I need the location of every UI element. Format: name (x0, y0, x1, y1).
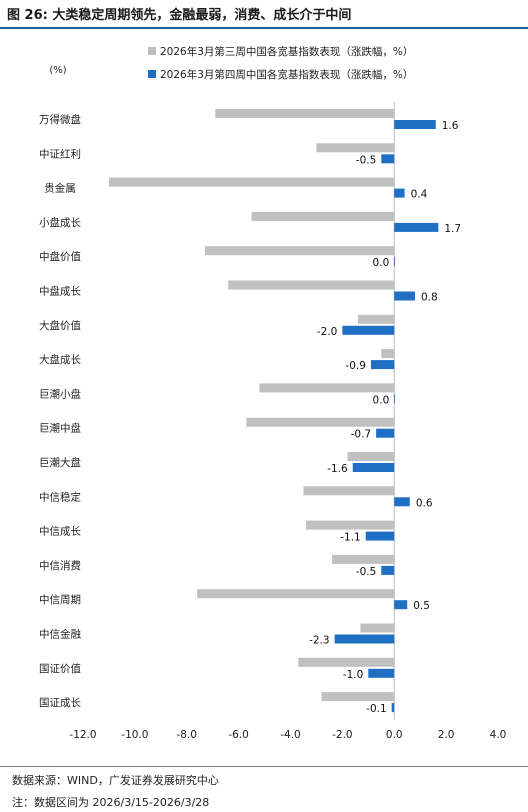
bar-prev-week (298, 657, 395, 667)
bar-curr-week (394, 188, 405, 198)
x-tick-label: 0.0 (386, 729, 403, 741)
title-rule (0, 27, 528, 29)
footer-rule (0, 766, 528, 767)
category-label: 贵金属 (44, 182, 76, 195)
category-label: 中盘成长 (39, 285, 81, 298)
bar-prev-week (357, 314, 395, 324)
x-tick-label: -4.0 (280, 729, 301, 741)
bar-prev-week (259, 383, 395, 393)
bar-curr-week (381, 565, 395, 575)
data-label: -0.7 (351, 429, 372, 441)
data-label: -1.1 (340, 532, 361, 544)
category-label: 大盘价值 (39, 319, 81, 332)
category-label: 大盘成长 (39, 353, 81, 366)
figure-title: 图 26: 大类稳定周期领先，金融最弱，消费、成长介于中间 (7, 8, 352, 23)
bar-curr-week (394, 291, 415, 301)
data-label: 0.0 (373, 257, 390, 269)
category-label: 中信消费 (39, 559, 81, 572)
category-label: 巨潮大盘 (39, 456, 81, 469)
bar-curr-week (368, 668, 395, 678)
bar-curr-week (376, 428, 395, 438)
legend-label-1: 2026年3月第三周中国各宽基指数表现（涨跌幅，%） (160, 45, 413, 58)
bar-prev-week (316, 143, 395, 153)
category-label: 万得微盘 (39, 113, 81, 126)
data-label: 0.4 (411, 189, 428, 201)
bar-prev-week (215, 109, 395, 118)
figure-header: 图 26: 大类稳定周期领先，金融最弱，消费、成长介于中间 (0, 0, 528, 30)
bar-prev-week (197, 589, 395, 599)
data-source: 数据来源：WIND，广发证券发展研究中心 (12, 774, 219, 787)
category-label: 小盘成长 (39, 216, 81, 229)
category-label: 巨潮小盘 (39, 387, 81, 400)
bar-prev-week (108, 177, 395, 187)
data-label: 0.8 (421, 292, 438, 304)
category-label: 国证成长 (39, 697, 81, 709)
bar-prev-week (332, 554, 395, 564)
data-label: -0.9 (345, 360, 366, 372)
bar-curr-week (394, 600, 408, 610)
bar-prev-week (306, 520, 395, 530)
bar-prev-week (246, 417, 395, 427)
legend-label-2: 2026年3月第四周中国各宽基指数表现（涨跌幅，%） (160, 68, 413, 81)
bar-curr-week (394, 394, 396, 404)
bar-curr-week (394, 222, 439, 232)
bar-curr-week (394, 257, 396, 267)
data-label: -1.6 (327, 463, 348, 475)
data-label: 0.0 (373, 394, 390, 406)
bar-prev-week (251, 211, 395, 221)
data-label: 1.6 (442, 120, 459, 132)
bar-curr-week (394, 120, 436, 129)
x-tick-label: -6.0 (228, 729, 249, 741)
bar-prev-week (347, 452, 395, 461)
bar-prev-week (204, 246, 395, 256)
data-label: 1.7 (444, 223, 461, 235)
data-label: -0.5 (356, 154, 377, 166)
x-tick-label: 4.0 (490, 729, 507, 741)
data-label: -1.0 (343, 669, 364, 681)
x-tick-label: 2.0 (438, 729, 455, 741)
data-label: -0.1 (366, 703, 387, 715)
category-label: 中信成长 (39, 525, 81, 538)
data-note: 注：数据区间为 2026/3/15-2026/3/28 (12, 796, 210, 809)
category-label: 中信金融 (39, 628, 81, 641)
category-label: 中信稳定 (39, 490, 81, 503)
x-tick-label: -2.0 (332, 729, 353, 741)
bar-curr-week (342, 325, 395, 335)
category-label: 中证红利 (39, 147, 81, 160)
legend-swatch-1 (148, 47, 156, 55)
bar-prev-week (360, 623, 395, 633)
bar-curr-week (352, 463, 395, 472)
x-tick-label: -8.0 (177, 729, 198, 741)
bar-prev-week (381, 349, 395, 359)
data-label: -2.0 (317, 326, 338, 338)
bar-prev-week (228, 280, 395, 290)
bar-curr-week (334, 634, 395, 644)
x-tick-label: -10.0 (121, 729, 148, 741)
bar-curr-week (391, 703, 395, 713)
category-label: 中信周期 (39, 593, 81, 606)
bar-chart: (%) 2026年3月第三周中国各宽基指数表现（涨跌幅，%） 2026年3月第四周中… (39, 45, 507, 741)
unit-label: (%) (49, 65, 66, 76)
bar-curr-week (394, 497, 410, 507)
bar-curr-week (370, 360, 395, 370)
category-label: 中盘价值 (39, 250, 81, 263)
category-label: 巨潮中盘 (39, 422, 81, 435)
data-label: -0.5 (356, 566, 377, 578)
legend-swatch-2 (148, 70, 156, 78)
bar-curr-week (381, 154, 395, 164)
data-label: 0.5 (413, 600, 430, 612)
bar-prev-week (303, 486, 395, 496)
x-tick-label: -12.0 (69, 729, 96, 741)
category-label: 国证价值 (39, 662, 81, 675)
data-label: -2.3 (309, 635, 330, 647)
data-label: 0.6 (416, 497, 433, 509)
bar-curr-week (365, 531, 395, 541)
bar-prev-week (321, 692, 395, 702)
